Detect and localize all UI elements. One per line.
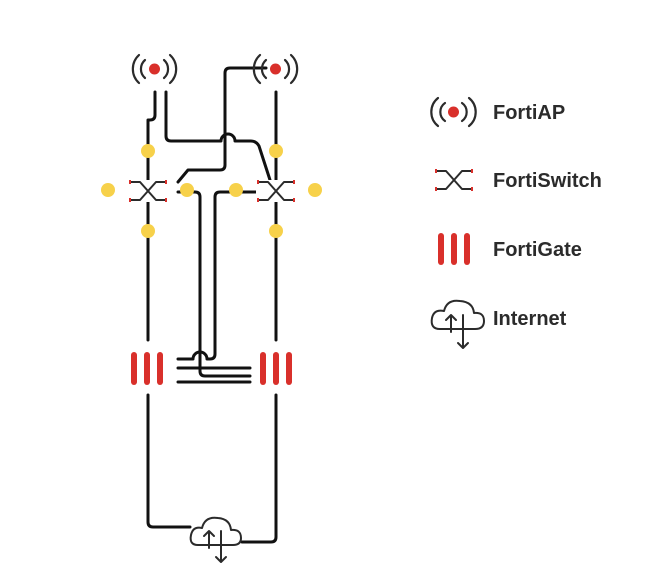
internet-node bbox=[189, 516, 242, 563]
port-markers bbox=[101, 144, 322, 238]
port-dot bbox=[141, 224, 155, 238]
link-ap1-switch2 bbox=[164, 90, 272, 182]
link-switch1-fortigate2 bbox=[176, 190, 252, 378]
fortiap-icon bbox=[430, 96, 477, 128]
fortigate-2 bbox=[260, 352, 292, 385]
fortigate-icon bbox=[260, 352, 292, 385]
legend: FortiAP FortiSwitch FortiGate Internet bbox=[430, 96, 602, 349]
fortiswitch-icon bbox=[256, 180, 296, 202]
link-switch2-fortigate1 bbox=[176, 190, 264, 361]
link-ap2-switch1 bbox=[176, 66, 268, 184]
internet-cloud-icon bbox=[430, 299, 485, 349]
port-dot bbox=[229, 183, 243, 197]
legend-label: FortiAP bbox=[493, 102, 565, 124]
legend-label: FortiSwitch bbox=[493, 170, 602, 192]
port-dot bbox=[180, 183, 194, 197]
fortiswitch-1 bbox=[128, 180, 168, 202]
port-dot bbox=[141, 144, 155, 158]
port-dot bbox=[269, 224, 283, 238]
fortiswitch-icon bbox=[128, 180, 168, 202]
link-ap1-switch1 bbox=[146, 90, 157, 184]
port-dot bbox=[269, 144, 283, 158]
port-dot bbox=[101, 183, 115, 197]
fortigate-1 bbox=[131, 352, 163, 385]
fortigate-icon bbox=[131, 352, 163, 385]
internet-cloud-icon bbox=[189, 516, 242, 563]
port-dot bbox=[308, 183, 322, 197]
legend-item-fortiswitch: FortiSwitch bbox=[435, 169, 602, 192]
fortiap-2 bbox=[252, 53, 299, 85]
fortiswitch-icon bbox=[435, 169, 473, 191]
fortiap-icon bbox=[131, 53, 178, 85]
fortiswitch-2 bbox=[256, 180, 296, 202]
legend-label: FortiGate bbox=[493, 239, 582, 261]
link-fortigate1-internet bbox=[146, 393, 192, 529]
fortigate-icon bbox=[438, 233, 470, 265]
legend-item-internet: Internet bbox=[430, 299, 567, 349]
fortiap-1 bbox=[131, 53, 178, 85]
fortiap-icon bbox=[252, 53, 299, 85]
legend-label: Internet bbox=[493, 308, 567, 330]
connection-lines bbox=[146, 66, 278, 544]
legend-item-fortigate: FortiGate bbox=[438, 233, 582, 265]
link-fortigate2-internet bbox=[240, 393, 278, 544]
legend-item-fortiap: FortiAP bbox=[430, 96, 565, 128]
